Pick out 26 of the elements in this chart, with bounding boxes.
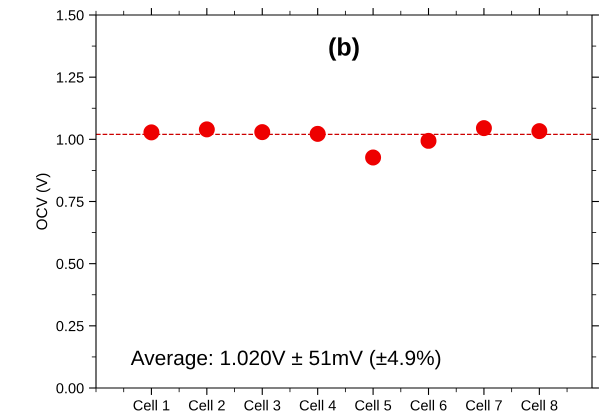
y-tick-label: 1.25	[56, 72, 84, 83]
y-tick-label: 0.50	[56, 258, 84, 270]
x-tick-label: Cell 1	[134, 400, 170, 411]
y-tick-label: 1.50	[56, 10, 84, 20]
x-tick-label: Cell 8	[521, 400, 558, 411]
y-tick-label: 0.00	[56, 383, 84, 394]
x-tick-label: Cell 6	[410, 400, 447, 411]
point	[143, 124, 160, 140]
y-tick-label: 1.00	[56, 134, 84, 145]
x-tick-label: Cell 7	[466, 400, 502, 411]
x-tick-label: Cell 2	[188, 400, 225, 411]
point	[365, 150, 382, 166]
y-tick-label: 0.25	[56, 320, 84, 332]
x-tick-label: Cell 4	[300, 400, 336, 411]
point	[310, 126, 326, 142]
x-tick-label: Cell 3	[244, 400, 280, 411]
y-axis-title: OCV (V)	[36, 174, 50, 230]
annotation: Average: 1.020V ± 51mV (±4.9%)	[130, 350, 440, 370]
y-tick-label: 0.75	[56, 196, 84, 207]
text: (b)	[329, 37, 359, 61]
point	[531, 123, 548, 140]
point	[476, 120, 492, 136]
point	[420, 132, 436, 149]
point	[254, 124, 270, 140]
x-tick-label: Cell 5	[355, 400, 392, 411]
point	[198, 121, 215, 138]
